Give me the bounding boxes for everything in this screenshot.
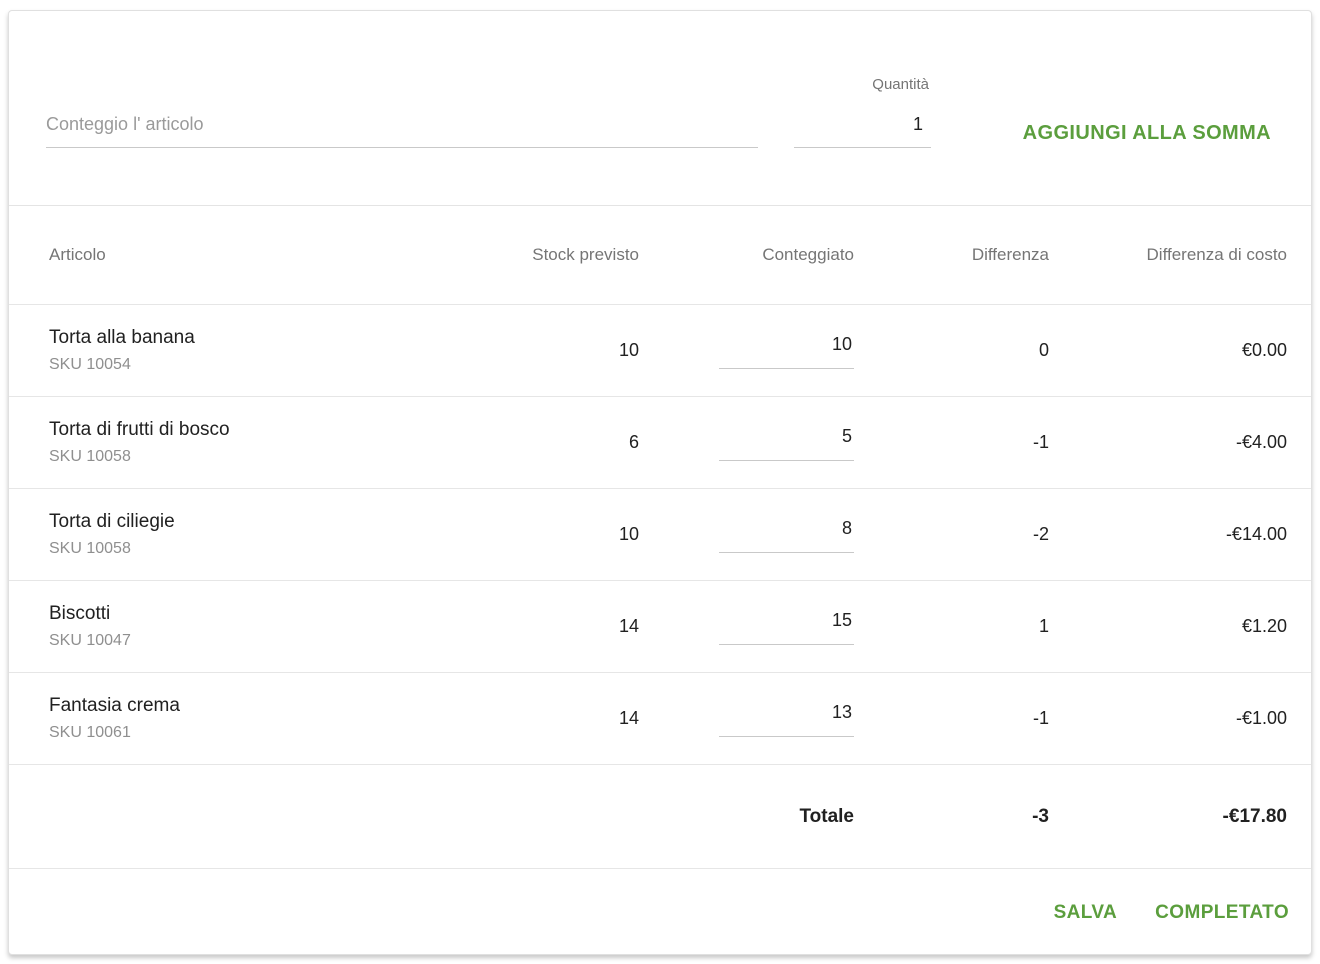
table-row: Torta di ciliegie SKU 10058 10 -2 -€14.0… — [9, 488, 1311, 580]
table-row: Torta alla banana SKU 10054 10 0 €0.00 — [9, 304, 1311, 396]
total-cost-difference-value: -€17.80 — [1222, 805, 1287, 827]
item-search-input[interactable] — [46, 114, 758, 148]
add-item-form: Quantità AGGIUNGI ALLA SOMMA — [9, 11, 1311, 206]
counted-input[interactable] — [719, 608, 854, 645]
item-sku: SKU 10047 — [49, 632, 131, 649]
column-header-counted: Conteggiato — [762, 244, 854, 264]
quantity-input[interactable] — [794, 114, 931, 148]
item-name: Fantasia crema — [49, 695, 180, 716]
difference-value: -1 — [1032, 432, 1049, 452]
cost-difference-value: -€14.00 — [1225, 524, 1287, 544]
expected-stock-value: 6 — [628, 432, 639, 452]
footer-actions: SALVA COMPLETATO — [9, 868, 1311, 956]
item-sku: SKU 10058 — [49, 448, 131, 465]
column-header-expected-stock: Stock previsto — [532, 244, 639, 264]
cost-difference-value: €0.00 — [1241, 340, 1287, 360]
counted-input[interactable] — [719, 516, 854, 553]
expected-stock-value: 14 — [618, 708, 639, 728]
counted-input[interactable] — [719, 424, 854, 461]
difference-value: -2 — [1032, 524, 1049, 544]
difference-value: 0 — [1038, 340, 1049, 360]
cost-difference-value: €1.20 — [1241, 616, 1287, 636]
total-row: Totale -3 -€17.80 — [9, 764, 1311, 868]
counted-input[interactable] — [719, 332, 854, 369]
expected-stock-value: 14 — [618, 616, 639, 636]
item-sku: SKU 10054 — [49, 356, 131, 373]
total-label: Totale — [799, 805, 854, 827]
item-name: Torta di ciliegie — [49, 511, 175, 532]
table-header: Articolo Stock previsto Conteggiato Diff… — [9, 206, 1311, 304]
total-difference-value: -3 — [1032, 805, 1049, 827]
save-button[interactable]: SALVA — [1053, 901, 1118, 923]
column-header-cost-difference: Differenza di costo — [1146, 244, 1287, 264]
column-header-article: Articolo — [49, 244, 106, 264]
table-row: Torta di frutti di bosco SKU 10058 6 -1 … — [9, 396, 1311, 488]
cost-difference-value: -€1.00 — [1235, 708, 1287, 728]
inventory-count-card: Quantità AGGIUNGI ALLA SOMMA Articolo St… — [8, 10, 1312, 955]
expected-stock-value: 10 — [618, 340, 639, 360]
quantity-block: Quantità — [794, 76, 931, 148]
column-header-difference: Differenza — [971, 244, 1049, 264]
cost-difference-value: -€4.00 — [1235, 432, 1287, 452]
item-sku: SKU 10058 — [49, 540, 131, 557]
item-sku: SKU 10061 — [49, 724, 131, 741]
expected-stock-value: 10 — [618, 524, 639, 544]
counted-input[interactable] — [719, 700, 854, 737]
item-name: Torta di frutti di bosco — [49, 419, 230, 440]
add-to-count-button[interactable]: AGGIUNGI ALLA SOMMA — [1022, 122, 1271, 144]
item-name: Biscotti — [49, 603, 111, 624]
item-name: Torta alla banana — [49, 327, 195, 348]
quantity-label: Quantità — [872, 76, 929, 93]
table-row: Fantasia crema SKU 10061 14 -1 -€1.00 — [9, 672, 1311, 764]
difference-value: -1 — [1032, 708, 1049, 728]
table-row: Biscotti SKU 10047 14 1 €1.20 — [9, 580, 1311, 672]
complete-button[interactable]: COMPLETATO — [1155, 901, 1289, 923]
difference-value: 1 — [1038, 616, 1049, 636]
